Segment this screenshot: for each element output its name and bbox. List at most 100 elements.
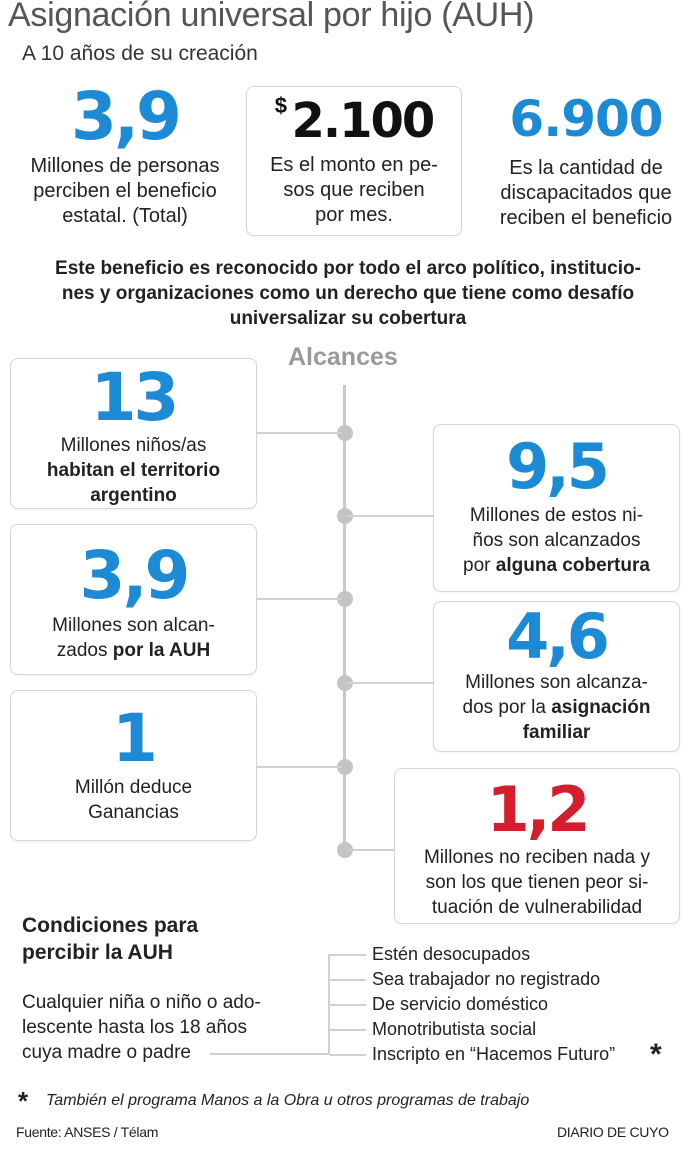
connector bbox=[256, 766, 342, 768]
text-line: sos que reciben bbox=[283, 179, 425, 201]
text-line: cuya madre o padre bbox=[22, 1042, 191, 1063]
text-line: nes y organizaciones como un derecho que… bbox=[61, 283, 635, 304]
text-line: por alguna cobertura bbox=[434, 553, 679, 578]
timeline-dot bbox=[337, 591, 353, 607]
text-line: argentino bbox=[90, 485, 177, 506]
alcance-card-1: 1 Millón deduce Ganancias bbox=[10, 690, 257, 841]
text-line: perciben el beneficio bbox=[33, 180, 217, 202]
timeline-dot bbox=[337, 675, 353, 691]
text-line: percibir la AUH bbox=[22, 941, 173, 964]
text-line: ños son alcanzados bbox=[472, 530, 641, 551]
text-bold: asignación bbox=[551, 697, 651, 718]
text-line: Millones niños/as bbox=[60, 435, 207, 456]
text-line: Millones son alcanza- bbox=[465, 672, 648, 693]
text-line: Millones no reciben nada y bbox=[423, 847, 651, 868]
alcance-text: Millones no reciben nada y son los que t… bbox=[395, 845, 679, 920]
footnote-text: También el programa Manos a la Obra u ot… bbox=[46, 1092, 530, 1109]
connector bbox=[346, 682, 433, 684]
conditions-bracket bbox=[328, 954, 330, 1055]
stat-amount-text: Es el monto en pe- sos que reciben por m… bbox=[247, 153, 461, 228]
condition-item: Estén desocupados bbox=[372, 944, 531, 964]
bracket-tick bbox=[330, 979, 366, 981]
text-line: universalizar su cobertura bbox=[229, 308, 467, 329]
text-bold: por la AUH bbox=[112, 640, 211, 661]
bracket-tick bbox=[330, 1054, 366, 1056]
text-line: son los que tienen peor si- bbox=[425, 872, 649, 893]
condition-item: Sea trabajador no registrado bbox=[372, 969, 601, 989]
stat-amount-value-row: $ 2.100 bbox=[247, 93, 461, 149]
stat-beneficiaries-text: Millones de personas perciben el benefic… bbox=[20, 154, 230, 229]
text-line: Es el monto en pe- bbox=[270, 154, 438, 176]
text-line: reciben el beneficio bbox=[499, 207, 673, 229]
alcance-card-9-5: 9,5 Millones de estos ni- ños son alcanz… bbox=[433, 424, 680, 592]
stat-amount-value: 2.100 bbox=[291, 93, 435, 149]
text-line: Millones de estos ni- bbox=[469, 505, 644, 526]
source-credit: Fuente: ANSES / Télam bbox=[16, 1124, 159, 1140]
alcance-value: 4,6 bbox=[506, 600, 610, 673]
text-line: Millones son alcan- bbox=[52, 615, 215, 636]
text-line: Condiciones para bbox=[22, 914, 199, 937]
footnote-asterisk-icon: * bbox=[18, 1086, 29, 1116]
text-line: discapacitados que bbox=[500, 182, 672, 204]
alcance-value: 13 bbox=[90, 359, 180, 436]
alcance-value: 1,2 bbox=[486, 773, 591, 846]
text-line: lescente hasta los 18 años bbox=[22, 1017, 247, 1038]
text-line: habitan el territorio bbox=[46, 460, 221, 481]
alcance-card-3-9: 3,9 Millones son alcan- zados por la AUH bbox=[10, 524, 257, 675]
condition-item: Monotributista social bbox=[372, 1019, 537, 1039]
page-title: Asignación universal por hijo (AUH) bbox=[8, 0, 535, 34]
bracket-tick bbox=[330, 954, 366, 956]
timeline-axis bbox=[343, 385, 346, 855]
text-line: por mes. bbox=[315, 204, 393, 226]
page-subtitle: A 10 años de su creación bbox=[22, 42, 258, 65]
text-line: Millones de personas bbox=[30, 155, 220, 177]
brand-credit: DIARIO DE CUYO bbox=[557, 1124, 669, 1140]
alcance-value: 9,5 bbox=[506, 430, 610, 503]
alcance-text: Millones son alcanza- dos por la asignac… bbox=[434, 670, 679, 745]
asterisk-icon: * bbox=[650, 1038, 662, 1071]
text-line: Es la cantidad de bbox=[509, 157, 663, 179]
timeline-dot bbox=[337, 842, 353, 858]
alcance-card-1-2: 1,2 Millones no reciben nada y son los q… bbox=[394, 768, 680, 924]
alcances-title: Alcances bbox=[288, 343, 398, 371]
alcance-text: Millones son alcan- zados por la AUH bbox=[11, 613, 256, 663]
stat-disabled-text: Es la cantidad de discapacitados que rec… bbox=[478, 156, 694, 231]
stat-disabled-value: 6.900 bbox=[509, 90, 663, 148]
stat-beneficiaries-value: 3,9 bbox=[71, 78, 182, 155]
conditions-description: Cualquier niña o niño o ado- lescente ha… bbox=[22, 990, 292, 1065]
bracket-tick bbox=[330, 1029, 366, 1031]
alcance-text: Millones de estos ni- ños son alcanzados… bbox=[434, 503, 679, 578]
timeline-dot bbox=[337, 759, 353, 775]
text-span: dos por la bbox=[462, 697, 552, 718]
text-line: zados por la AUH bbox=[11, 638, 256, 663]
text-line: estatal. (Total) bbox=[62, 205, 188, 227]
stat-beneficiaries: 3,9 Millones de personas perciben el ben… bbox=[20, 82, 230, 229]
conditions-connector bbox=[210, 1053, 330, 1055]
intro-paragraph: Este beneficio es reconocido por todo el… bbox=[20, 256, 676, 331]
text-line: Cualquier niña o niño o ado- bbox=[22, 992, 261, 1013]
text-line: Ganancias bbox=[88, 802, 179, 823]
timeline-dot bbox=[337, 508, 353, 524]
text-line: Millón deduce bbox=[74, 777, 193, 798]
alcance-text: Millón deduce Ganancias bbox=[11, 775, 256, 825]
condition-item: De servicio doméstico bbox=[372, 994, 549, 1014]
connector bbox=[346, 849, 394, 851]
currency-symbol: $ bbox=[274, 93, 287, 118]
stat-amount-card: $ 2.100 Es el monto en pe- sos que recib… bbox=[246, 86, 462, 236]
condition-item: Inscripto en “Hacemos Futuro” bbox=[372, 1044, 616, 1064]
text-line: tuación de vulnerabilidad bbox=[431, 897, 643, 918]
text-span: zados bbox=[56, 640, 113, 661]
alcance-text: Millones niños/as habitan el territorio … bbox=[11, 433, 256, 508]
text-span: por bbox=[463, 555, 496, 576]
alcance-value: 1 bbox=[112, 700, 158, 777]
text-line: familiar bbox=[522, 722, 591, 743]
alcance-card-4-6: 4,6 Millones son alcanza- dos por la asi… bbox=[433, 601, 680, 752]
connector bbox=[256, 598, 342, 600]
stat-disabled: 6.900 Es la cantidad de discapacitados q… bbox=[478, 86, 694, 231]
text-line: Este beneficio es reconocido por todo el… bbox=[55, 258, 641, 279]
text-bold: alguna cobertura bbox=[495, 555, 650, 576]
text-line: dos por la asignación bbox=[434, 695, 679, 720]
connector bbox=[256, 432, 342, 434]
timeline-dot bbox=[337, 425, 353, 441]
alcance-card-13: 13 Millones niños/as habitan el territor… bbox=[10, 358, 257, 509]
